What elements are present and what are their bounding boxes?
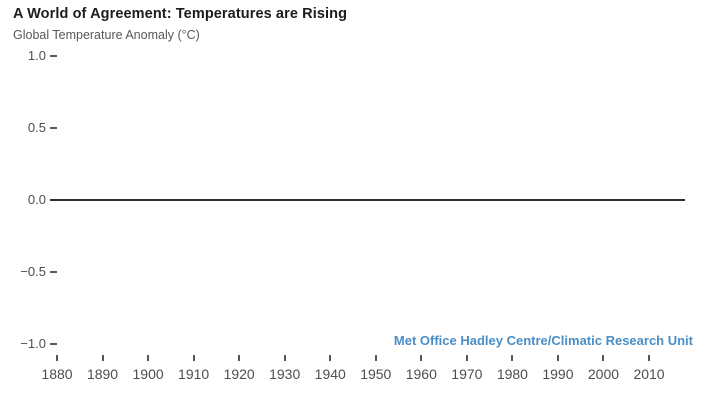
x-tick-mark xyxy=(56,355,58,361)
x-tick-mark xyxy=(147,355,150,361)
x-tick-label: 1950 xyxy=(360,366,392,382)
zero-baseline xyxy=(50,199,685,201)
x-tick-label: 1980 xyxy=(496,366,528,382)
data-source-credit: Met Office Hadley Centre/Climatic Resear… xyxy=(393,333,693,348)
x-tick-mark xyxy=(374,355,377,361)
x-tick-mark xyxy=(602,355,605,361)
x-tick-label: 2010 xyxy=(633,366,665,382)
x-tick-mark xyxy=(420,355,423,361)
x-tick-mark xyxy=(556,355,559,361)
x-tick-mark xyxy=(283,355,286,361)
y-tick-label: 1.0 xyxy=(27,48,46,63)
x-tick-mark xyxy=(465,355,468,361)
x-tick-mark xyxy=(511,355,514,361)
y-tick-label: −1.0 xyxy=(20,336,46,351)
y-tick-label: 0.0 xyxy=(27,192,46,207)
x-tick-label: 1960 xyxy=(405,366,437,382)
x-tick-label: 1930 xyxy=(269,366,301,382)
x-tick-label: 1910 xyxy=(178,366,210,382)
x-tick-mark xyxy=(192,355,195,361)
x-tick-mark xyxy=(238,355,241,361)
y-axis-title: Global Temperature Anomaly (°C) xyxy=(13,28,200,42)
y-tick-mark xyxy=(50,55,57,57)
y-tick-label: −0.5 xyxy=(20,264,46,279)
y-tick-label: 0.5 xyxy=(27,120,46,135)
x-tick-label: 1900 xyxy=(132,366,164,382)
x-tick-mark xyxy=(648,355,651,361)
x-tick-label: 1920 xyxy=(223,366,255,382)
x-tick-label: 1880 xyxy=(41,366,73,382)
x-tick-label: 2000 xyxy=(587,366,620,382)
x-tick-label: 1990 xyxy=(542,366,574,382)
y-tick-mark xyxy=(50,271,57,273)
x-tick-label: 1970 xyxy=(451,366,483,382)
chart-title: A World of Agreement: Temperatures are R… xyxy=(13,6,348,22)
x-tick-mark xyxy=(101,355,104,361)
y-tick-mark xyxy=(50,127,57,129)
x-tick-label: 1940 xyxy=(314,366,346,382)
y-tick-mark xyxy=(50,343,57,345)
x-tick-mark xyxy=(329,355,332,361)
x-tick-label: 1890 xyxy=(86,366,119,382)
